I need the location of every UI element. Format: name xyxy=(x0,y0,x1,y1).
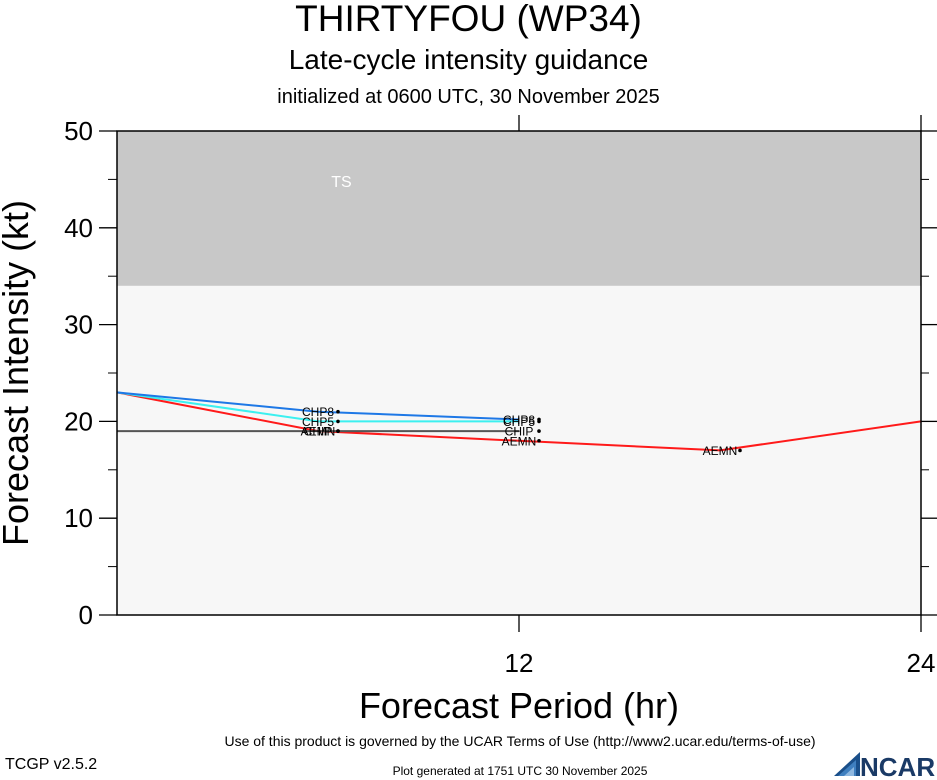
series-point xyxy=(336,409,340,414)
series-point xyxy=(537,429,541,433)
series-point xyxy=(336,429,340,433)
y-tick-label: 40 xyxy=(64,213,93,243)
forecast-series xyxy=(116,391,922,452)
y-tick-label: 30 xyxy=(64,310,93,340)
ncar-logo: NCAR xyxy=(834,752,935,780)
y-tick-label: 10 xyxy=(64,503,93,533)
series-point-label: CHIP xyxy=(304,425,333,439)
init-time-text: initialized at 0600 UTC, 30 November 202… xyxy=(277,86,660,108)
axis-ticks: 0 10 20 30 40 50 12 24 xyxy=(64,115,937,678)
x-tick-label: 12 xyxy=(505,648,534,678)
terms-of-use-text: Use of this product is governed by the U… xyxy=(224,733,816,749)
band-below-ts xyxy=(117,285,921,615)
series-point-label: AEMN xyxy=(301,425,336,439)
x-tick-label: 24 xyxy=(907,648,936,678)
y-axis-label: Forecast Intensity (kt) xyxy=(0,200,36,546)
band-label: TS xyxy=(331,174,351,191)
generated-time-text: Plot generated at 1751 UTC 30 November 2… xyxy=(392,764,648,778)
y-tick-label: 50 xyxy=(64,116,93,146)
series-point xyxy=(336,419,340,424)
series-point xyxy=(738,448,742,453)
series-line-aemn xyxy=(116,391,922,452)
x-axis-label: Forecast Period (hr) xyxy=(359,685,679,726)
plot-frame xyxy=(116,130,922,616)
chart-title: THIRTYFOU (WP34) xyxy=(295,0,642,39)
intensity-bands: TS xyxy=(117,131,921,615)
ncar-logo-text: NCAR xyxy=(860,752,935,780)
series-point-label: CHIP xyxy=(505,425,534,439)
series-point-label: AEMN xyxy=(703,444,738,458)
series-point-label: CHP5 xyxy=(503,415,535,429)
version-text: TCGP v2.5.2 xyxy=(5,756,98,773)
series-point xyxy=(537,438,541,443)
series-line-chp8 xyxy=(116,391,520,421)
band-ts xyxy=(117,131,921,286)
series-point-label: AEMN xyxy=(502,434,537,448)
series-point-label: CHP8 xyxy=(302,405,334,419)
y-tick-label: 20 xyxy=(64,406,93,436)
series-point xyxy=(537,417,541,422)
y-tick-label: 0 xyxy=(79,600,93,630)
series-line-chp5 xyxy=(116,391,519,423)
chart-subtitle: Late-cycle intensity guidance xyxy=(288,44,649,75)
series-point-label: CHP8 xyxy=(503,413,535,427)
series-point-label: CHP5 xyxy=(302,415,334,429)
